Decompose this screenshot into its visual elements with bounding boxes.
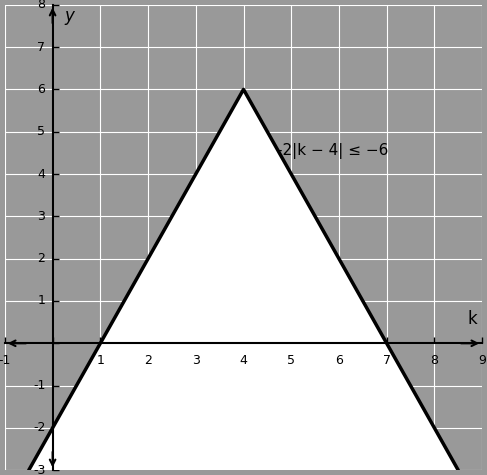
Text: 4: 4 (240, 354, 247, 367)
Text: y: y (64, 7, 75, 25)
Text: 3: 3 (37, 210, 45, 223)
Text: 7: 7 (383, 354, 391, 367)
Text: -2: -2 (33, 421, 45, 435)
Text: 5: 5 (37, 125, 45, 138)
Text: 2: 2 (144, 354, 152, 367)
Text: 5: 5 (287, 354, 295, 367)
Text: -1: -1 (0, 354, 11, 367)
Text: -3: -3 (33, 464, 45, 475)
Text: 1: 1 (37, 294, 45, 307)
Text: 1: 1 (96, 354, 104, 367)
Text: 6: 6 (335, 354, 343, 367)
Text: k: k (468, 311, 477, 329)
Text: 8: 8 (431, 354, 438, 367)
Text: -1: -1 (33, 379, 45, 392)
Text: 3: 3 (192, 354, 200, 367)
Text: 6: 6 (37, 83, 45, 96)
Text: 8: 8 (37, 0, 45, 11)
Text: -2|k − 4| ≤ −6: -2|k − 4| ≤ −6 (277, 143, 388, 159)
Text: 4: 4 (37, 168, 45, 180)
Text: 2: 2 (37, 252, 45, 265)
Text: 7: 7 (37, 40, 45, 54)
Text: 9: 9 (478, 354, 486, 367)
